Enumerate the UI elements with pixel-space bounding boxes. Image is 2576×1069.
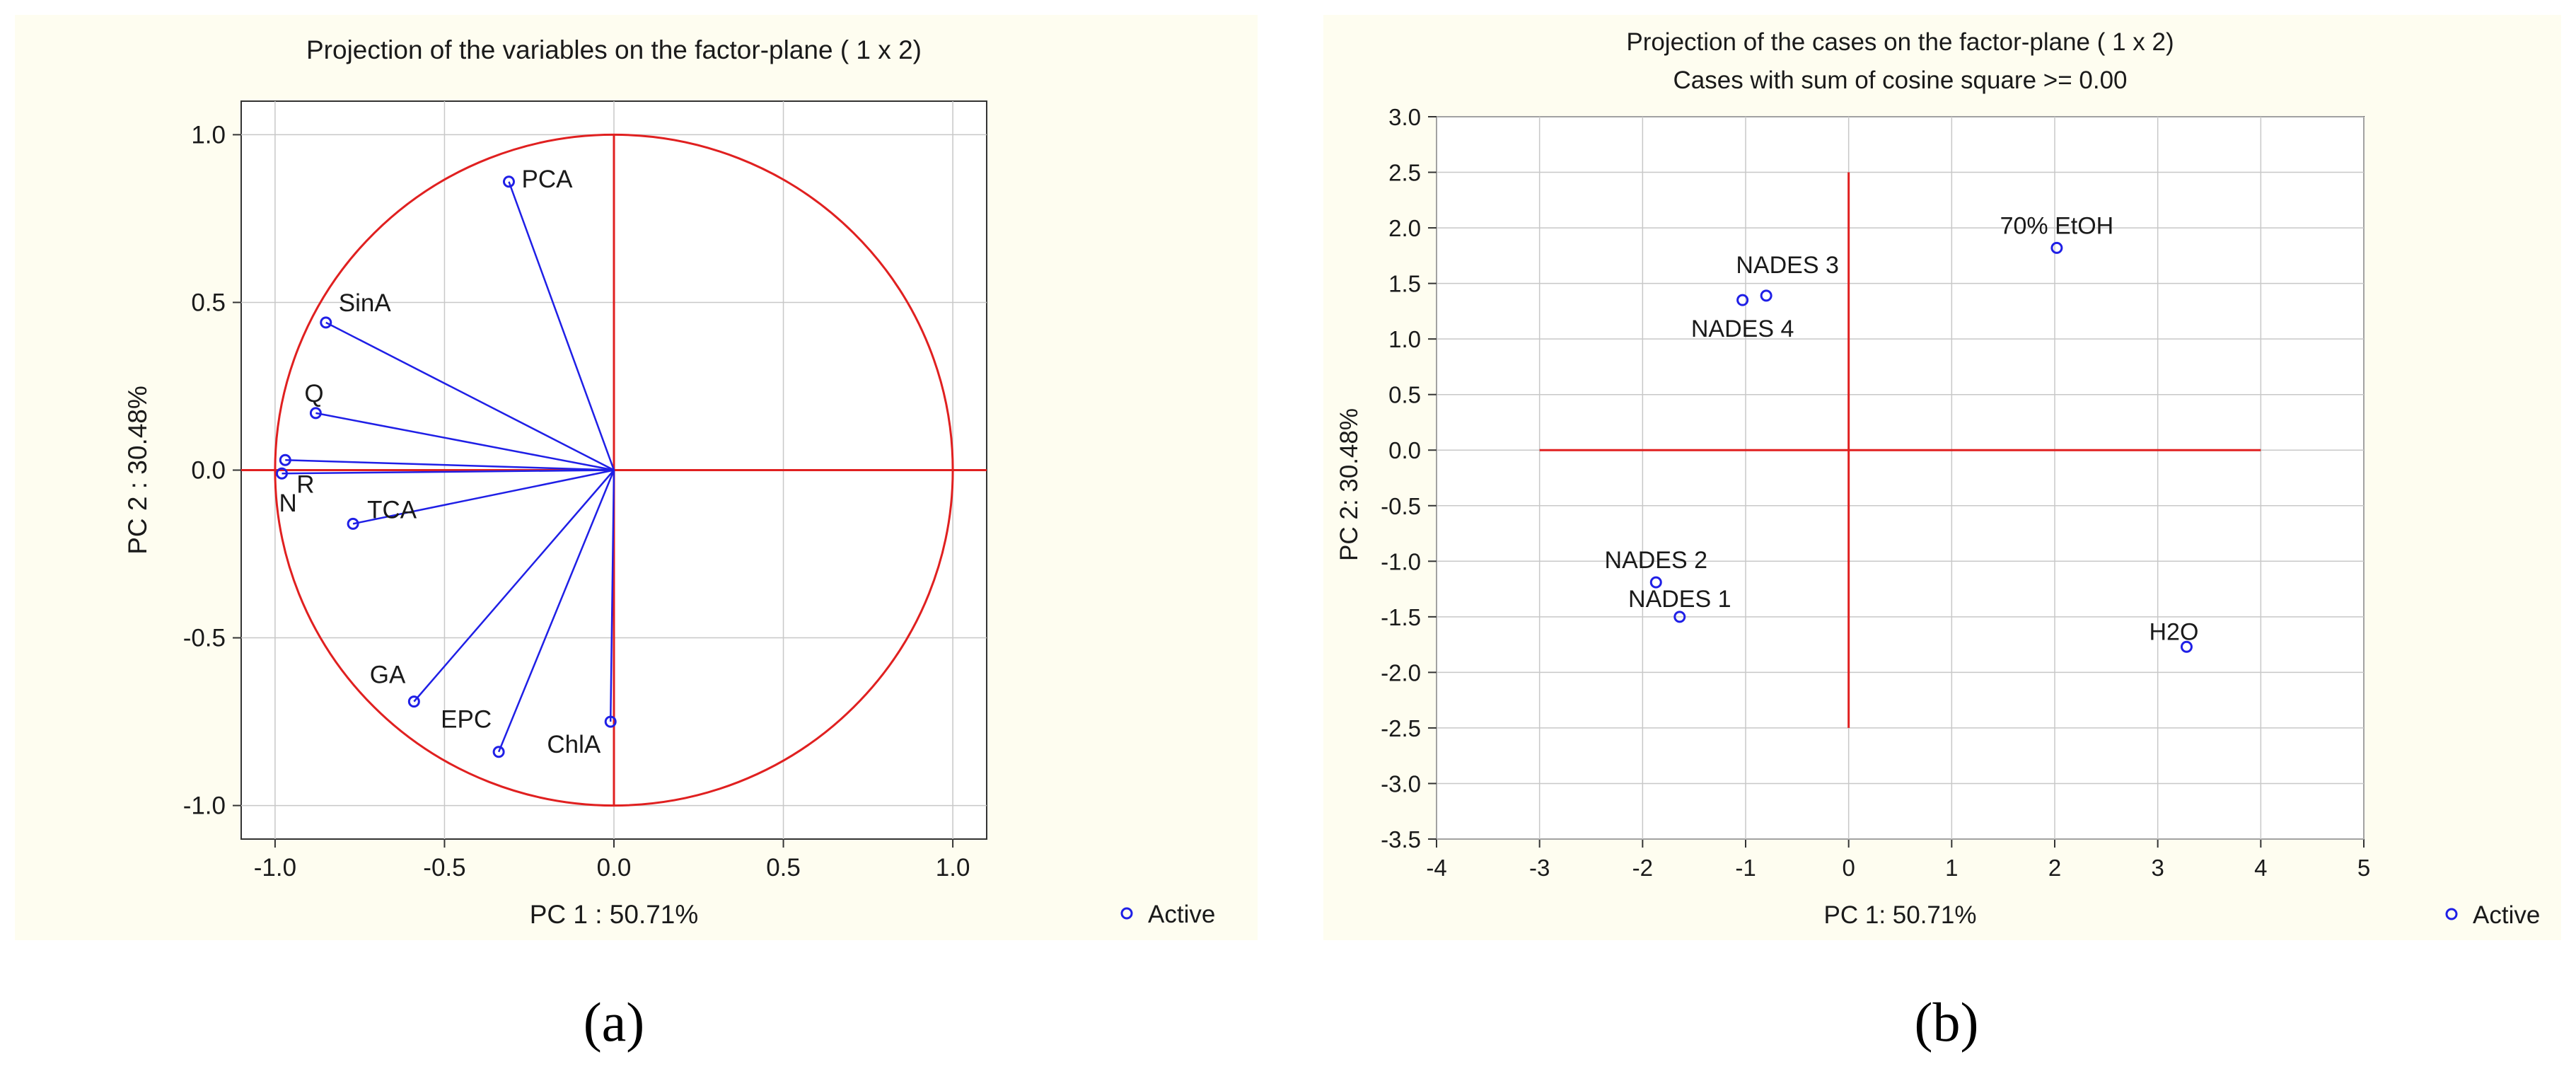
x-tick-label: 4: [2254, 855, 2267, 881]
x-tick-label: 0.5: [766, 854, 801, 882]
x-axis-label: PC 1: 50.71%: [1824, 901, 1977, 929]
variables-projection-chart: -1.0 -0.5 0.0 0.5 1.0 1.0 0.5 0.0 -0.5 -1.0 Projec…: [123, 35, 1215, 929]
y-tick-label: -2.0: [1381, 659, 1421, 686]
x-axis-label: PC 1 : 50.71%: [530, 900, 699, 929]
y-tick-label: 0.5: [191, 289, 226, 316]
loading-vector: [609, 470, 615, 722]
x-tick-label: 1: [1945, 855, 1958, 881]
y-tick-label: 1.0: [191, 121, 226, 149]
x-tick-label: 0.0: [597, 854, 632, 882]
loading-vector: [413, 469, 615, 703]
x-tick-label: 3: [2151, 855, 2164, 881]
variable-label: PCA: [521, 166, 573, 193]
caption-b: (b): [1914, 991, 1979, 1053]
case-label: NADES 1: [1628, 586, 1731, 613]
y-tick-label: -1.5: [1381, 604, 1421, 630]
legend-label: Active: [2473, 901, 2540, 929]
y-tick-label: -1.0: [1381, 548, 1421, 574]
variable-label: EPC: [441, 706, 492, 734]
chart-title: Projection of the variables on the facto…: [306, 35, 922, 64]
case-point: [2180, 640, 2193, 653]
variable-point: [502, 175, 515, 188]
y-tick-label: -0.5: [1381, 493, 1421, 519]
case-point: [1673, 611, 1686, 623]
chart-title: Projection of the cases on the factor-pl…: [1626, 28, 2174, 56]
variable-point: [407, 695, 420, 708]
variable-label: ChlA: [547, 731, 601, 758]
x-tick-label: 2: [2048, 855, 2061, 881]
x-tick-label: -2: [1632, 855, 1653, 881]
y-tick-label: -3.5: [1381, 826, 1421, 853]
loading-vector: [282, 469, 615, 475]
variable-label: N: [279, 490, 296, 517]
y-axis-label: PC 2: 30.48%: [1335, 408, 1363, 561]
variable-label: TCA: [367, 496, 417, 524]
case-label: H2O: [2149, 618, 2198, 645]
case-point: [1736, 294, 1749, 306]
variable-point: [492, 746, 505, 758]
variable-label: SinA: [339, 289, 392, 317]
legend-marker: [2445, 908, 2458, 920]
loading-vector: [352, 469, 615, 525]
y-tick-label: 1.0: [1388, 326, 1421, 352]
case-label: NADES 3: [1736, 252, 1839, 279]
loading-vector: [325, 321, 615, 471]
y-tick-label: -1.0: [183, 792, 226, 820]
cases-projection-panel: -4 -3 -2 -1 0 1 2 3 4 5 3.0 2.5 2.0 1.5 1.0 0.5 0.0 -0.5 -…: [1323, 15, 2561, 940]
y-tick-label: -2.5: [1381, 715, 1421, 741]
y-tick-label: 3.0: [1388, 104, 1421, 130]
x-tick-label: -4: [1426, 855, 1446, 881]
y-tick-label: 0.0: [191, 457, 226, 485]
variable-point: [309, 407, 322, 420]
x-tick-label: -1.0: [254, 854, 296, 882]
variables-projection-panel: -1.0 -0.5 0.0 0.5 1.0 1.0 0.5 0.0 -0.5 -1.0 Projec…: [15, 15, 1258, 940]
x-tick-label: -1: [1735, 855, 1756, 881]
y-tick-label: 0.5: [1388, 382, 1421, 408]
legend-label: Active: [1148, 901, 1215, 928]
variable-point: [320, 316, 332, 329]
x-tick-label: -3: [1529, 855, 1550, 881]
loading-vector: [315, 412, 615, 471]
cases-projection-chart: -4 -3 -2 -1 0 1 2 3 4 5 3.0 2.5 2.0 1.5 1.0 0.5 0.0 -0.5 -…: [1335, 28, 2540, 929]
legend-marker: [1120, 907, 1133, 920]
y-tick-label: 0.0: [1388, 437, 1421, 463]
variable-point: [604, 715, 617, 728]
y-tick-label: -3.0: [1381, 770, 1421, 797]
case-label: NADES 4: [1691, 316, 1794, 342]
chart-subtitle: Cases with sum of cosine square >= 0.00: [1673, 67, 2127, 94]
case-point: [2050, 241, 2063, 254]
loading-vector: [508, 181, 615, 470]
x-tick-label: 5: [2357, 855, 2370, 881]
caption-a: (a): [583, 991, 645, 1053]
plot-area: [1436, 116, 2365, 840]
x-tick-label: 1.0: [936, 854, 970, 882]
case-point: [1649, 576, 1662, 589]
case-label: NADES 2: [1605, 547, 1708, 574]
y-axis-label: PC 2 : 30.48%: [123, 386, 152, 555]
variable-label: R: [296, 470, 314, 498]
case-label: 70% EtOH: [2000, 212, 2114, 239]
variable-label: Q: [304, 380, 323, 408]
variable-point: [275, 467, 288, 480]
y-tick-label: 2.5: [1388, 160, 1421, 186]
y-tick-label: 1.5: [1388, 271, 1421, 297]
variable-label: GA: [370, 661, 406, 689]
x-tick-label: 0: [1842, 855, 1855, 881]
y-tick-label: 2.0: [1388, 215, 1421, 241]
x-tick-label: -0.5: [423, 854, 465, 882]
variable-point: [347, 517, 359, 530]
loading-vector: [285, 459, 615, 471]
y-tick-label: -0.5: [183, 625, 226, 652]
variable-point: [279, 453, 291, 466]
loading-vector: [497, 470, 615, 753]
case-point: [1760, 289, 1773, 302]
